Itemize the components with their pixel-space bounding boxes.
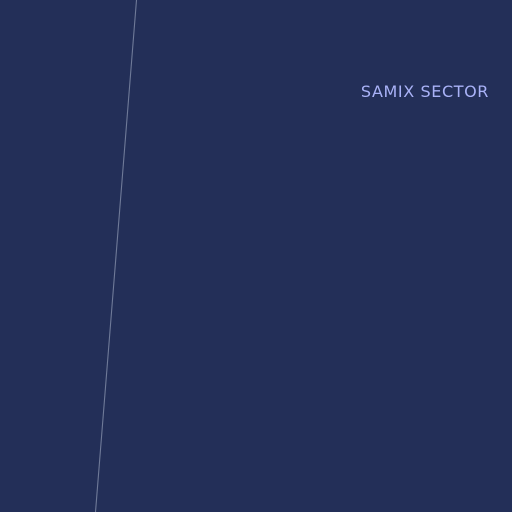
- sector-boundary-line: [94, 0, 138, 512]
- sector-label: SAMIX SECTOR: [360, 82, 489, 101]
